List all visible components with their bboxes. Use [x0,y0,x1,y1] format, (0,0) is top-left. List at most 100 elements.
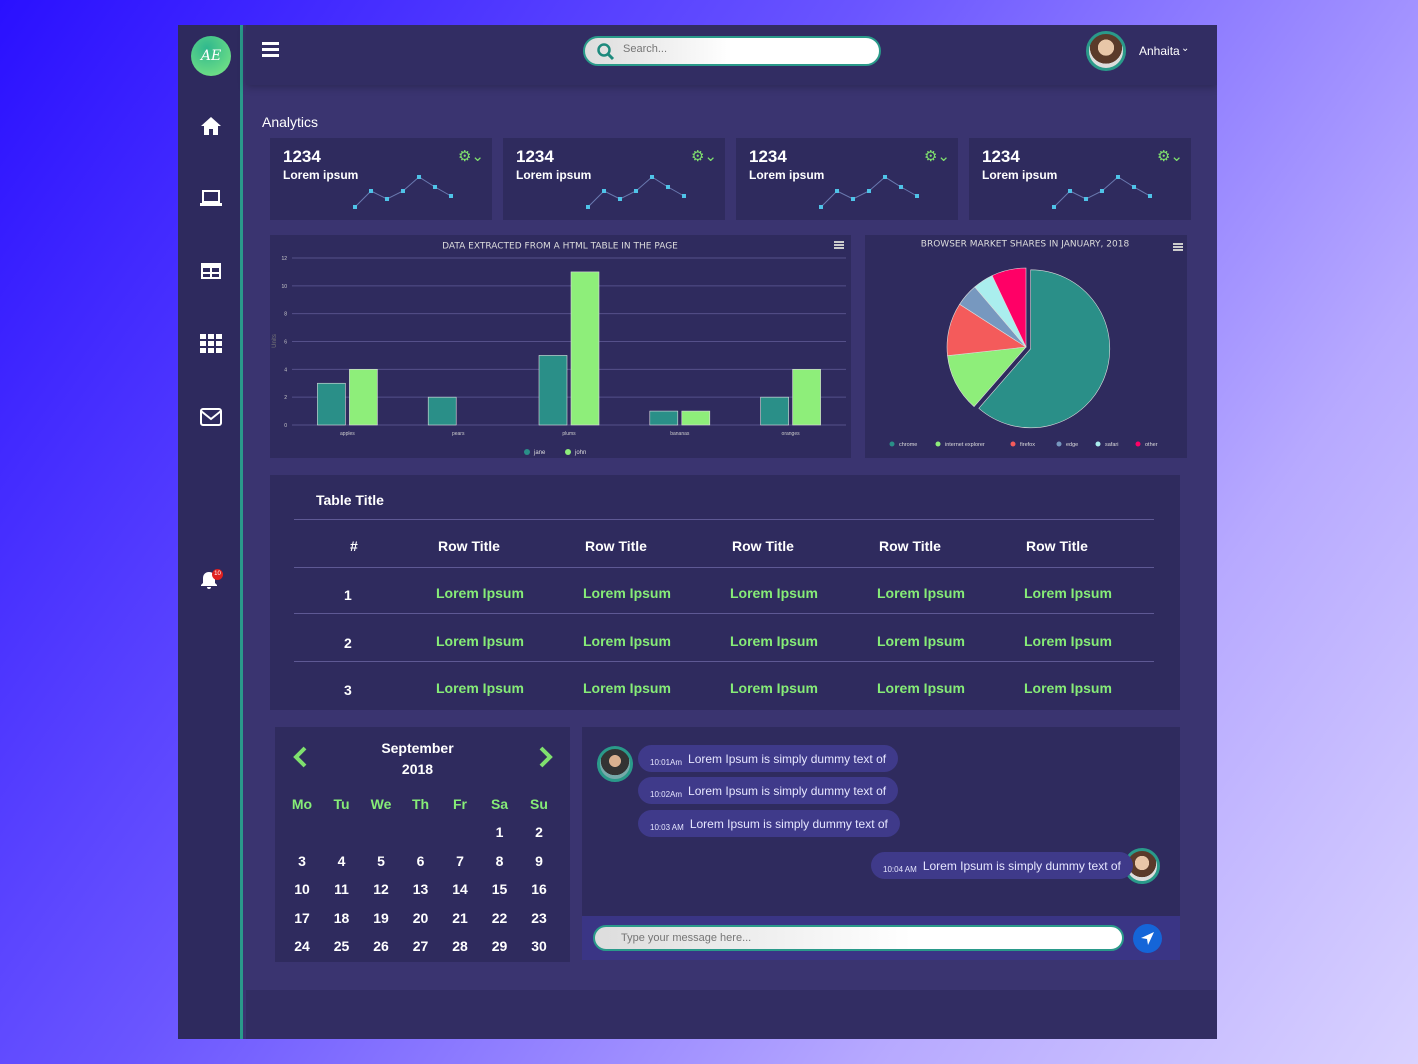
calendar-day[interactable]: 6 [416,852,425,869]
calendar-day[interactable]: 11 [334,881,349,897]
settings-gear-icon[interactable]: ⚙⌄ [1156,148,1183,165]
legend-marker [889,441,895,447]
contact-avatar[interactable] [597,746,633,782]
calendar-month: September [381,740,454,756]
sparkline-point [634,189,638,193]
stat-value: 1234 [749,147,787,166]
settings-gear-icon[interactable]: ⚙⌄ [690,148,717,165]
calendar-day[interactable]: 12 [373,881,389,897]
legend-marker [1135,441,1141,447]
sidebar: AE 10 [178,25,243,1039]
sparkline-point [385,197,389,201]
table-cell[interactable]: Lorem Ipsum [436,633,524,649]
chat-panel: 10:01Am Lorem Ipsum is simply dummy text … [582,727,1180,960]
search-icon [597,43,615,61]
bar-john [570,271,600,426]
sparkline-point [682,194,686,198]
table-cell[interactable]: Lorem Ipsum [436,680,524,696]
calendar-day[interactable]: 30 [531,938,547,954]
user-avatar[interactable] [1086,31,1126,71]
chart-menu-icon[interactable] [834,241,844,249]
prev-month-icon[interactable] [293,746,307,768]
bar-jane [760,396,789,426]
calendar-day[interactable]: 4 [337,852,346,869]
table-cell[interactable]: Lorem Ipsum [1024,585,1112,601]
weekday-label: Mo [291,796,313,812]
calendar-day[interactable]: 29 [491,938,508,954]
calendar-day[interactable]: 13 [412,881,429,897]
mail-icon[interactable] [198,404,224,430]
table-cell[interactable]: Lorem Ipsum [1024,633,1112,649]
stat-card: 1234 Lorem ipsum ⚙⌄ [736,138,958,220]
stat-value: 1234 [283,147,321,166]
table-cell[interactable]: Lorem Ipsum [583,680,671,696]
table-cell[interactable]: Lorem Ipsum [877,585,965,601]
table-cell[interactable]: Lorem Ipsum [877,680,965,696]
search-input[interactable] [623,43,863,55]
table-cell[interactable]: Lorem Ipsum [1024,680,1112,696]
sparkline-point [1068,189,1072,193]
calendar-day[interactable]: 3 [298,852,306,869]
calendar-day[interactable]: 7 [456,852,464,869]
calendar-day[interactable]: 2 [535,824,543,840]
next-month-icon[interactable] [539,746,553,768]
logo[interactable]: AE [191,36,231,76]
calendar-day[interactable]: 17 [294,909,310,926]
calendar-day[interactable]: 19 [373,909,389,926]
legend-label: internet explorer [945,442,985,448]
calendar-day[interactable]: 21 [452,909,468,926]
table-cell[interactable]: Lorem Ipsum [583,633,671,649]
chevron-down-icon[interactable]: ⌄ [1181,43,1190,54]
calendar-day[interactable]: 28 [452,938,468,954]
calendar: September 2018 Mo Tu We Th Fr Sa Su 1 2 3 4 5 6 7 8 9 10… [275,727,570,962]
stat-label: Lorem ipsum [516,168,592,182]
table-cell[interactable]: Lorem Ipsum [730,680,818,696]
y-tick-label: 0 [284,423,287,429]
calendar-day[interactable]: 15 [491,881,508,897]
calendar-day[interactable]: 22 [491,909,508,926]
bell-icon[interactable]: 10 [196,567,223,593]
hamburger-menu-icon[interactable] [262,42,279,57]
legend-marker [1056,441,1062,447]
bar-chart: DATA EXTRACTED FROM A HTML TABLE IN THE … [272,242,846,456]
calendar-day[interactable]: 18 [333,909,350,926]
table-cell[interactable]: Lorem Ipsum [730,585,818,601]
sparkline-point [586,205,590,209]
calendar-day[interactable]: 24 [294,938,310,954]
divider [294,519,1154,520]
calendar-day[interactable]: 8 [495,852,504,869]
calendar-day[interactable]: 25 [333,938,350,954]
column-header: Row Title [438,538,500,554]
table-cell[interactable]: Lorem Ipsum [730,633,818,649]
calendar-day[interactable]: 27 [412,938,429,954]
stat-card: 1234 Lorem ipsum ⚙⌄ [270,138,492,220]
table-icon[interactable] [198,258,224,284]
chart-menu-icon[interactable] [1173,243,1183,251]
grid-icon[interactable] [198,331,224,357]
calendar-day[interactable]: 23 [531,909,547,926]
notification-badge: 10 [212,569,223,580]
calendar-day[interactable]: 26 [373,938,389,954]
calendar-day[interactable]: 16 [531,881,547,897]
table-cell[interactable]: Lorem Ipsum [583,585,671,601]
table-cell[interactable]: Lorem Ipsum [436,585,524,601]
pie-chart-card: BROWSER MARKET SHARES IN JANUARY, 2018 ch… [865,235,1187,458]
calendar-day[interactable]: 1 [495,824,504,840]
calendar-day[interactable]: 14 [452,881,468,897]
laptop-icon[interactable] [198,185,224,211]
settings-gear-icon[interactable]: ⚙⌄ [457,148,484,165]
legend-marker [524,449,530,455]
calendar-day[interactable]: 9 [535,852,543,869]
home-icon[interactable] [198,113,224,139]
message-input[interactable] [593,925,1124,951]
settings-gear-icon[interactable]: ⚙⌄ [923,148,950,165]
calendar-day[interactable]: 10 [294,881,310,897]
column-header: Row Title [879,538,941,554]
user-name[interactable]: Anhaita [1139,44,1180,58]
table-cell[interactable]: Lorem Ipsum [877,633,965,649]
send-button[interactable] [1133,924,1162,953]
calendar-day[interactable]: 5 [377,852,385,869]
sparkline-point [650,175,654,179]
calendar-day[interactable]: 20 [412,909,429,926]
search-bar[interactable] [583,36,881,66]
